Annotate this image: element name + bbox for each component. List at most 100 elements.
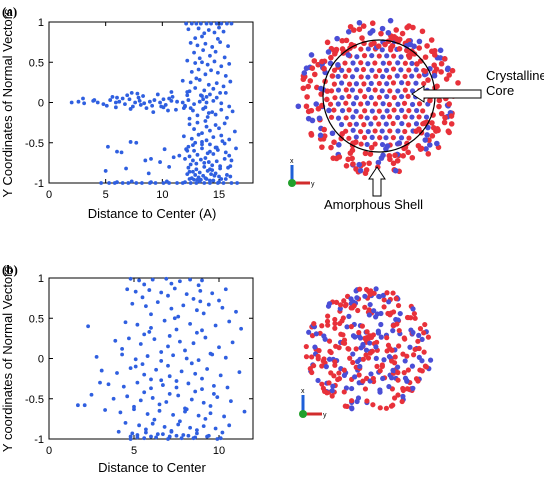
data-point: [115, 371, 119, 375]
data-point: [86, 324, 90, 329]
data-point: [129, 179, 134, 184]
atom: [405, 314, 411, 321]
atom: [328, 114, 335, 120]
atom: [329, 130, 336, 137]
atom: [367, 151, 374, 157]
atom: [338, 121, 345, 128]
atom: [405, 367, 411, 373]
triad-y-label: y: [323, 412, 327, 419]
data-point: [178, 339, 182, 344]
atom: [301, 70, 308, 76]
data-point: [151, 110, 156, 115]
data-point: [210, 45, 215, 49]
atom: [311, 321, 317, 327]
data-point: [180, 100, 185, 105]
data-point: [206, 111, 211, 115]
atom: [398, 54, 404, 60]
atom: [321, 126, 328, 133]
atom: [384, 335, 390, 341]
data-point: [191, 158, 195, 163]
data-point: [223, 74, 228, 78]
data-point: [169, 90, 174, 94]
atom: [388, 310, 394, 316]
data-point: [161, 181, 166, 185]
atom: [413, 67, 419, 73]
atom: [391, 94, 397, 101]
data-point: [229, 21, 234, 26]
data-point: [196, 67, 201, 72]
atom: [313, 331, 319, 337]
atom: [347, 121, 353, 128]
atom: [341, 372, 348, 378]
atom: [416, 345, 422, 352]
atom: [356, 372, 362, 378]
atom: [332, 95, 338, 101]
data-point: [208, 181, 212, 185]
data-point: [209, 172, 213, 177]
atom: [350, 161, 356, 167]
data-point: [128, 276, 133, 281]
data-point: [194, 161, 199, 166]
atom: [372, 101, 379, 107]
atom: [442, 114, 448, 121]
data-point: [98, 380, 102, 385]
atom: [416, 332, 422, 338]
data-point: [142, 332, 147, 337]
data-point: [193, 173, 198, 177]
data-point: [108, 98, 113, 102]
atom: [309, 117, 316, 124]
atom: [390, 402, 396, 408]
atom: [419, 28, 426, 35]
data-point: [196, 26, 201, 31]
data-point: [200, 278, 204, 283]
atom: [335, 73, 341, 80]
atom: [419, 358, 425, 364]
atom: [361, 122, 367, 128]
data-point: [130, 104, 135, 109]
atom: [370, 375, 376, 382]
data-point: [99, 181, 104, 185]
atom: [369, 134, 375, 140]
data-point: [179, 436, 184, 441]
atom: [321, 388, 328, 394]
data-point: [129, 90, 134, 95]
triad-z-axis: [299, 410, 307, 418]
atom: [395, 60, 401, 66]
atom: [398, 93, 405, 100]
data-point: [192, 50, 196, 55]
data-point: [150, 103, 155, 108]
atom: [368, 80, 374, 87]
data-point: [144, 304, 148, 309]
atom: [405, 80, 411, 86]
data-point: [133, 100, 138, 105]
data-point: [217, 174, 221, 179]
data-point: [227, 104, 232, 109]
data-point: [191, 341, 196, 346]
data-point: [142, 390, 147, 395]
data-point: [177, 153, 182, 158]
data-point: [213, 426, 218, 431]
data-point: [99, 368, 104, 373]
data-point: [172, 316, 177, 321]
data-point: [120, 96, 125, 101]
atom: [413, 80, 419, 86]
data-point: [227, 319, 232, 324]
atom: [397, 310, 403, 317]
atom: [295, 103, 302, 110]
atom: [425, 151, 432, 157]
atom: [386, 101, 393, 108]
x-tick-label: 0: [46, 445, 52, 457]
data-point: [125, 93, 130, 98]
data-point: [214, 21, 219, 26]
data-point: [118, 410, 123, 415]
atom: [418, 145, 425, 152]
data-point: [211, 178, 216, 183]
data-point: [213, 123, 218, 127]
data-point: [188, 321, 193, 326]
data-point: [128, 437, 133, 441]
atom: [368, 94, 374, 101]
data-point: [115, 95, 119, 100]
atom: [311, 58, 318, 64]
data-point: [191, 108, 195, 113]
